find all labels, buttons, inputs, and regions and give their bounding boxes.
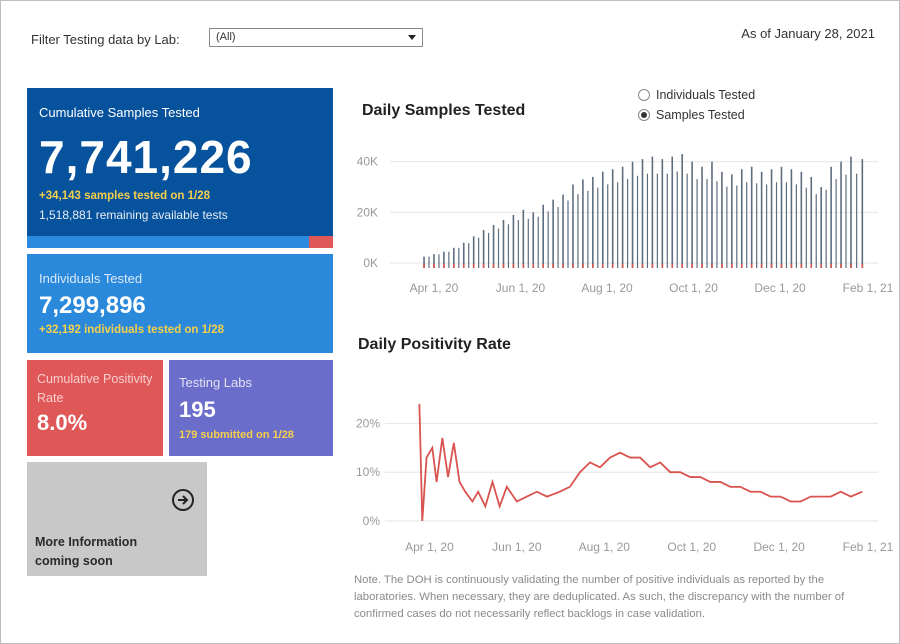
- as-of-date: As of January 28, 2021: [741, 26, 875, 41]
- positivity-rate-card: Cumulative Positivity Rate 8.0%: [27, 360, 163, 456]
- x-tick-label: Apr 1, 20: [410, 281, 459, 295]
- radio-individuals-tested[interactable]: Individuals Tested: [638, 85, 755, 105]
- positivity-rate-value: 8.0%: [37, 410, 88, 435]
- x-tick-label: Aug 1, 20: [579, 540, 631, 554]
- samples-today: +34,143 samples tested on 1/28: [39, 190, 211, 202]
- lab-filter-value: (All): [216, 31, 236, 43]
- radio-label: Samples Tested: [656, 108, 745, 122]
- remaining-tests: 1,518,881 remaining available tests: [39, 208, 228, 222]
- x-tick-label: Aug 1, 20: [581, 281, 633, 295]
- radio-button[interactable]: [638, 89, 650, 101]
- chevron-down-icon[interactable]: [408, 35, 416, 40]
- x-tick-label: Jun 1, 20: [496, 281, 546, 295]
- x-tick-label: Jun 1, 20: [492, 540, 542, 554]
- daily-samples-chart-title: Daily Samples Tested: [362, 102, 526, 119]
- y-tick-label: 20K: [357, 205, 378, 219]
- cumulative-samples-title: Cumulative Samples Tested: [39, 105, 200, 120]
- y-tick-label: 0%: [363, 514, 381, 528]
- y-tick-label: 0K: [363, 256, 378, 270]
- cumulative-samples-value: 7,741,226: [39, 131, 253, 183]
- more-information-card[interactable]: More Information coming soon: [27, 462, 207, 576]
- data-note: Note. The DOH is continuously validating…: [354, 574, 845, 620]
- y-tick-label: 20%: [356, 416, 380, 430]
- radio-button[interactable]: [638, 109, 650, 121]
- x-tick-label: Feb 1, 21: [843, 540, 894, 554]
- arrow-right-circle-icon[interactable]: [172, 489, 194, 511]
- radio-label: Individuals Tested: [656, 88, 756, 102]
- x-tick-label: Oct 1, 20: [667, 540, 716, 554]
- cumulative-samples-card: Cumulative Samples Tested 7,741,226 +34,…: [27, 88, 333, 248]
- y-tick-label: 10%: [356, 465, 380, 479]
- series-line: [418, 403, 863, 522]
- positivity-progress-bar: [27, 236, 333, 248]
- individuals-tested-title: Individuals Tested: [39, 271, 143, 286]
- chart-metric-toggle: Individuals Tested Samples Tested: [638, 85, 755, 125]
- testing-labs-value: 195: [179, 397, 216, 422]
- y-tick-label: 40K: [357, 155, 378, 169]
- x-tick-label: Dec 1, 20: [753, 540, 805, 554]
- positive-share-fill: [308, 236, 333, 248]
- positivity-rate-title: Cumulative Positivity Rate: [37, 372, 153, 405]
- labs-submitted: 179 submitted on 1/28: [179, 429, 294, 441]
- daily-positivity-chart-title: Daily Positivity Rate: [358, 336, 511, 353]
- individuals-tested-value: 7,299,896: [39, 292, 146, 319]
- x-tick-label: Oct 1, 20: [669, 281, 718, 295]
- individuals-tested-card: Individuals Tested 7,299,896 +32,192 ind…: [27, 254, 333, 353]
- filter-label: Filter Testing data by Lab:: [31, 32, 180, 47]
- testing-labs-card: Testing Labs 195 179 submitted on 1/28: [169, 360, 333, 456]
- more-information-text: More Information coming soon: [35, 535, 138, 568]
- x-tick-label: Apr 1, 20: [405, 540, 454, 554]
- testing-labs-title: Testing Labs: [179, 375, 252, 390]
- x-tick-label: Feb 1, 21: [843, 281, 894, 295]
- lab-filter-dropdown[interactable]: (All): [209, 28, 423, 47]
- radio-samples-tested[interactable]: Samples Tested: [638, 105, 755, 125]
- individuals-today: +32,192 individuals tested on 1/28: [39, 324, 225, 336]
- x-tick-label: Dec 1, 20: [754, 281, 806, 295]
